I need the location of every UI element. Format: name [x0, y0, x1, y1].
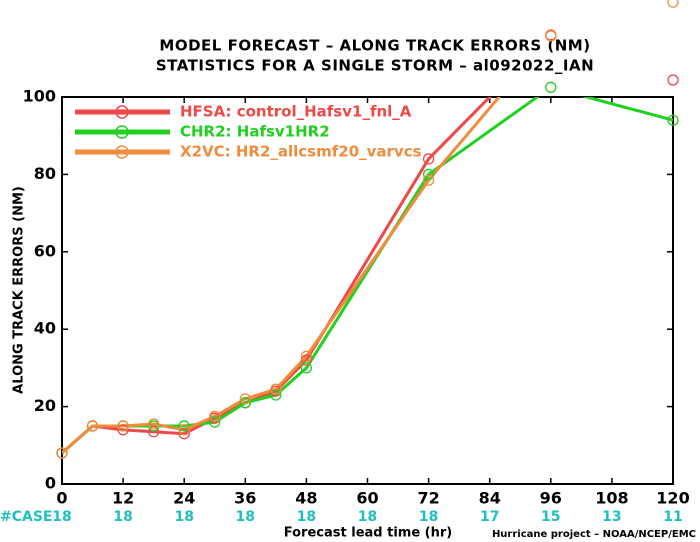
point-marker	[178, 424, 190, 436]
case-count: 18	[236, 509, 255, 525]
case-count: 18	[358, 509, 377, 525]
chart-subtitle: STATISTICS FOR A SINGLE STORM – al092022…	[156, 57, 594, 75]
case-count: 17	[480, 509, 499, 525]
point-marker	[667, 114, 679, 126]
y-tick-label: 0	[45, 474, 56, 493]
case-count: 18	[113, 509, 132, 525]
x-tick-label: 84	[479, 489, 501, 508]
point-marker	[209, 416, 221, 428]
y-tick-label: 20	[34, 396, 56, 415]
case-count: 18	[174, 509, 193, 525]
x-axis-label: Forecast lead time (hr)	[284, 526, 452, 541]
footer: Hurricane project – NOAA/NCEP/EMC	[492, 529, 696, 540]
x-tick-label: 60	[356, 489, 378, 508]
x-tick-label: 24	[173, 489, 195, 508]
legend-marker	[115, 145, 129, 159]
point-marker	[178, 428, 190, 440]
case-count: 18	[297, 509, 316, 525]
case-count: 13	[602, 509, 621, 525]
y-tick-label: 40	[34, 319, 56, 338]
case-count: 15	[541, 509, 560, 525]
point-marker	[117, 424, 129, 436]
point-marker	[147, 426, 160, 438]
point-marker	[422, 174, 435, 186]
point-marker	[239, 393, 251, 405]
x-tick-label: 72	[417, 489, 439, 508]
x-tick-label: 0	[56, 489, 67, 508]
point-marker	[300, 350, 313, 362]
y-tick-label: 80	[34, 164, 56, 183]
x-tick-label: 108	[595, 489, 628, 508]
legend-marker	[115, 105, 129, 119]
point-marker	[545, 30, 557, 42]
point-marker	[270, 389, 282, 401]
legend-label: CHR2: Hafsv1HR2	[180, 123, 330, 141]
point-marker	[56, 447, 68, 459]
point-marker	[300, 354, 313, 366]
point-marker	[117, 420, 129, 432]
case-count: 18	[419, 509, 438, 525]
y-axis-label: ALONG TRACK ERRORS (NM)	[12, 186, 27, 394]
point-marker	[178, 420, 190, 432]
y-tick-label: 100	[23, 87, 56, 106]
point-marker	[545, 81, 557, 93]
x-tick-label: 12	[112, 489, 134, 508]
point-marker	[147, 418, 160, 430]
point-marker	[300, 362, 313, 374]
point-marker	[86, 420, 99, 432]
x-tick-label: 120	[656, 489, 689, 508]
case-count: 18	[52, 509, 71, 525]
legend-label: HFSA: control_Hafsv1_fnl_A	[180, 103, 412, 121]
point-marker	[209, 410, 221, 422]
y-tick-label: 60	[34, 241, 56, 260]
chart-title: MODEL FORECAST – ALONG TRACK ERRORS (NM)	[159, 37, 590, 55]
point-marker	[270, 383, 282, 395]
point-marker	[667, 74, 679, 86]
x-tick-label: 48	[295, 489, 317, 508]
case-count: 11	[663, 509, 682, 525]
x-tick-label: 96	[540, 489, 562, 508]
legend-label: X2VC: HR2_allcsmf20_varvcs	[180, 143, 422, 161]
point-marker	[667, 0, 679, 8]
point-marker	[422, 168, 435, 181]
cases-label: #CASE	[0, 509, 53, 525]
point-marker	[422, 153, 435, 165]
x-tick-label: 36	[234, 489, 256, 508]
point-marker	[239, 397, 251, 409]
legend-marker	[115, 125, 129, 139]
